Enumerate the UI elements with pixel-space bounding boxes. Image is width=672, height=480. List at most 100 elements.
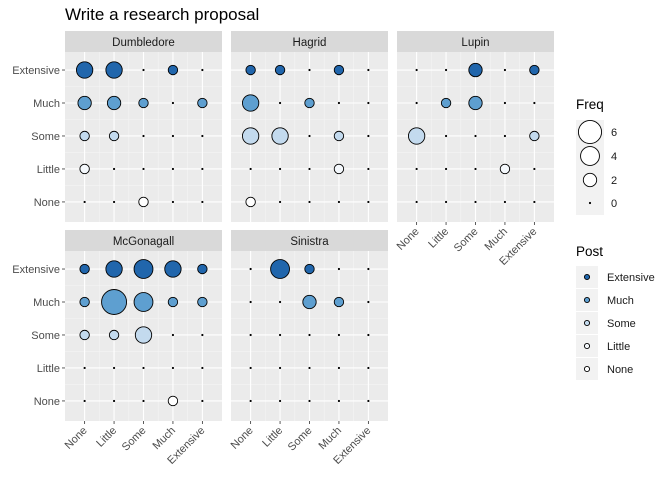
data-point-zero	[474, 200, 477, 204]
data-point	[304, 263, 315, 275]
data-point	[138, 97, 149, 109]
data-point	[108, 329, 120, 341]
data-point	[302, 294, 317, 310]
x-tick-label: Much	[151, 425, 179, 453]
facet-label: Dumbledore	[112, 37, 175, 49]
x-tick-label: Much	[483, 226, 511, 254]
data-point-zero	[112, 366, 116, 370]
data-point-zero	[278, 167, 282, 171]
data-point	[79, 130, 90, 142]
data-point-zero	[249, 267, 252, 271]
data-point-zero	[142, 68, 145, 72]
y-tick-label: Much	[33, 297, 60, 309]
facet-strip	[231, 230, 388, 251]
x-tick-label: Little	[260, 425, 285, 450]
data-point	[105, 61, 123, 79]
data-point	[499, 163, 511, 175]
data-point	[529, 64, 540, 76]
chart-title: Write a research proposal	[65, 5, 259, 24]
data-point-zero	[503, 200, 507, 204]
data-point-zero	[142, 366, 145, 370]
data-point-zero	[142, 134, 145, 138]
data-point-zero	[367, 68, 370, 72]
data-point-zero	[112, 399, 116, 403]
color-legend-label: Extensive	[607, 272, 655, 284]
data-point	[164, 260, 182, 278]
data-point-zero	[337, 101, 341, 105]
data-point-zero	[308, 333, 311, 337]
x-tick-label: None	[63, 425, 90, 452]
size-legend-label: 0	[611, 198, 617, 210]
facet-label: Hagrid	[293, 37, 327, 49]
data-point-zero	[201, 134, 204, 138]
data-point	[407, 127, 426, 145]
y-tick-label: None	[34, 396, 60, 408]
y-tick-label: Little	[37, 363, 60, 375]
facet-strip	[231, 31, 388, 52]
data-point-zero	[444, 68, 448, 72]
data-point-zero	[83, 399, 86, 403]
legend-color-symbol	[583, 273, 591, 281]
data-point	[79, 163, 90, 175]
data-point	[79, 263, 90, 275]
data-point-zero	[171, 101, 175, 105]
data-point-zero	[337, 267, 341, 271]
size-legend: Freq 6 4 2 0	[576, 97, 617, 215]
data-point-zero	[249, 333, 252, 337]
data-point	[468, 62, 483, 78]
data-point-zero	[367, 300, 370, 304]
data-point-zero	[249, 399, 252, 403]
data-point-zero	[503, 68, 507, 72]
x-tick-label: Little	[426, 226, 451, 251]
data-point	[167, 296, 179, 308]
data-point	[108, 130, 120, 142]
data-point-zero	[503, 101, 507, 105]
data-point-zero	[367, 200, 370, 204]
data-point-zero	[415, 167, 418, 171]
data-point-zero	[278, 101, 282, 105]
data-point-zero	[308, 167, 311, 171]
data-point-zero	[112, 167, 116, 171]
size-legend-label: 4	[611, 151, 617, 163]
legend-color-symbol	[583, 365, 591, 373]
size-legend-title: Freq	[576, 97, 604, 112]
legend-size-symbol	[582, 172, 598, 188]
data-point-zero	[308, 399, 311, 403]
x-tick-label: Some	[286, 425, 315, 454]
data-point-zero	[474, 167, 477, 171]
data-point-zero	[201, 200, 204, 204]
color-legend-label: Some	[607, 318, 636, 330]
data-point-zero	[201, 366, 204, 370]
data-point	[134, 326, 153, 344]
data-point-zero	[308, 68, 311, 72]
data-point-zero	[278, 399, 282, 403]
data-point-zero	[337, 333, 341, 337]
data-point-zero	[337, 399, 341, 403]
data-point	[245, 196, 256, 208]
data-point-zero	[444, 200, 448, 204]
data-point-zero	[367, 333, 370, 337]
data-point	[270, 259, 290, 279]
data-point-zero	[308, 200, 311, 204]
data-point-zero	[171, 333, 175, 337]
data-point-zero	[533, 200, 536, 204]
data-point	[333, 130, 345, 142]
data-point-zero	[533, 167, 536, 171]
data-point-zero	[112, 200, 116, 204]
data-point	[197, 263, 208, 275]
facet-label: Lupin	[461, 37, 489, 49]
data-point-zero	[278, 333, 282, 337]
x-tick-label: None	[229, 425, 256, 452]
data-point-zero	[337, 200, 341, 204]
data-point-zero	[367, 167, 370, 171]
facet-strip	[65, 230, 222, 251]
legend-color-symbol	[583, 319, 591, 327]
data-point-zero	[171, 366, 175, 370]
data-point-zero	[367, 399, 370, 403]
data-point-zero	[415, 68, 418, 72]
data-point-zero	[201, 333, 204, 337]
y-tick-label: Extensive	[12, 264, 60, 276]
